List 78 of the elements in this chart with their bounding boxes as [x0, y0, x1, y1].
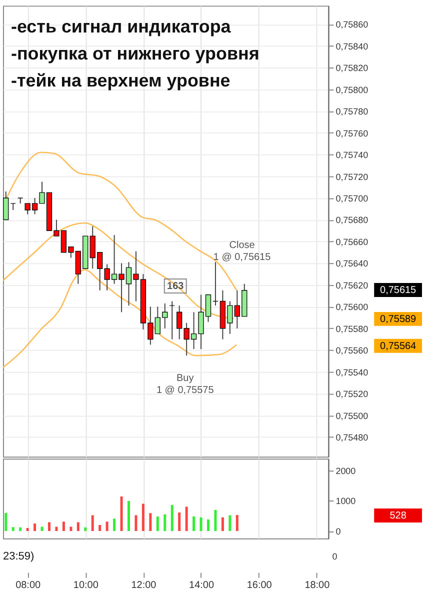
bar — [120, 496, 123, 532]
x-tick-label: 08:00 — [16, 580, 41, 591]
bar — [192, 516, 196, 532]
bar — [113, 518, 116, 532]
bar — [106, 522, 108, 532]
y-tick-label: 0,75560 — [336, 346, 368, 356]
text: 528 — [390, 510, 407, 522]
y-tick-label: 0,75580 — [336, 324, 368, 334]
text: 23:59) — [2, 550, 34, 562]
bar — [228, 515, 232, 532]
bar — [214, 510, 217, 532]
y-tick-label: 2000 — [336, 466, 356, 476]
candlestick — [169, 300, 175, 340]
y-tick-label: 0,75820 — [336, 63, 368, 74]
candlestick — [212, 262, 218, 306]
bar — [207, 520, 210, 532]
bar — [134, 515, 138, 532]
bar — [70, 526, 72, 532]
y-tick-label: 0,75860 — [336, 20, 368, 30]
y-tick-label: 0,75700 — [336, 194, 368, 204]
text: 0,75615 — [380, 285, 417, 296]
bar — [200, 517, 202, 532]
bar — [34, 523, 36, 532]
y-tick-label: 0,75760 — [336, 128, 368, 138]
text: 0,75564 — [380, 340, 417, 352]
text: 0,75589 — [380, 314, 417, 325]
bar — [76, 522, 80, 532]
bar — [221, 517, 224, 532]
x-tick-label: 10:00 — [73, 580, 99, 591]
x-tick-label: 16:00 — [246, 580, 272, 591]
y-tick-label: 0,75780 — [336, 106, 368, 117]
annotation: Close 1 @ 0,75615 — [213, 240, 272, 264]
bar — [236, 515, 238, 532]
bar — [156, 516, 159, 532]
bar — [170, 504, 174, 532]
bar — [128, 501, 130, 532]
y-tick-label: 0,75840 — [336, 41, 368, 52]
bar — [185, 506, 188, 532]
y-tick-label: 0,75600 — [336, 302, 368, 312]
x-tick-label: 12:00 — [131, 580, 157, 591]
bar — [55, 526, 58, 532]
annotation: -покупка от нижнего уровня — [10, 44, 260, 64]
bar — [98, 524, 102, 532]
bar — [40, 526, 44, 532]
y-tick-label: 0,75500 — [336, 410, 368, 421]
y-tick-label: 0,75620 — [336, 280, 368, 290]
x-tick-label: 18:00 — [304, 580, 330, 591]
y-tick-label: 0,75680 — [336, 215, 368, 226]
y-tick-label: 0,75800 — [336, 84, 368, 95]
bar — [149, 513, 152, 532]
bar — [4, 512, 8, 532]
bar — [12, 527, 14, 532]
y-tick-label: 0 — [336, 526, 341, 537]
y-tick-label: 1000 — [336, 496, 356, 506]
y-tick-label: 0,75520 — [336, 389, 368, 400]
y-tick-label: 0,75640 — [336, 258, 368, 269]
bar — [164, 514, 166, 532]
line-series — [2, 269, 238, 368]
candlestick — [10, 202, 16, 210]
candlestick — [3, 190, 9, 220]
bar — [62, 522, 65, 532]
bar — [178, 512, 181, 532]
y-tick-label: 0,75740 — [336, 150, 368, 160]
annotation: -есть сигнал индикатора — [10, 16, 232, 37]
bar — [48, 522, 50, 532]
bar — [91, 515, 94, 532]
y-tick-label: 0,75660 — [336, 236, 368, 247]
bar — [26, 528, 29, 532]
annotation: Buy 1 @ 0,75575 — [156, 372, 214, 396]
annotation: -тейк на верхнем уровне — [10, 70, 230, 90]
y-tick-label: 0,75540 — [336, 367, 368, 378]
bar — [84, 527, 87, 532]
y-tick-label: 0,75480 — [336, 432, 368, 443]
bar — [19, 527, 22, 532]
candlestick — [17, 198, 24, 204]
bar — [142, 504, 144, 532]
y-tick-label: 0,75720 — [336, 172, 368, 182]
x-tick-label: 14:00 — [189, 580, 214, 591]
